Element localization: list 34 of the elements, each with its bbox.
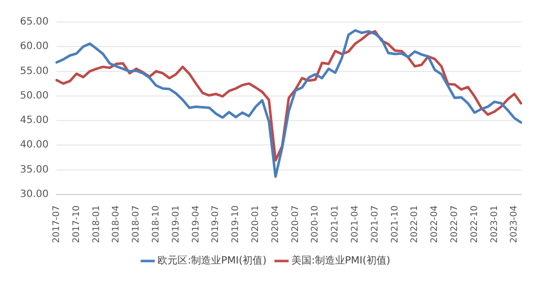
y-tick-label: 50.00 (20, 90, 49, 102)
x-tick-label: 2019-10 (231, 205, 242, 244)
x-tick-label: 2021-10 (390, 205, 400, 244)
x-tick-label: 2020-01 (250, 205, 261, 244)
x-tick-label: 2020-07 (290, 205, 301, 244)
x-tick-label: 2019-01 (171, 205, 182, 244)
y-tick-label: 45.00 (20, 115, 49, 126)
x-tick-label: 2018-04 (112, 205, 122, 244)
x-tick-label: 2021-01 (330, 205, 341, 244)
x-tick-label: 2018-07 (132, 205, 142, 244)
y-tick-label: 35.00 (20, 164, 49, 176)
y-tick-label: 30.00 (20, 188, 49, 200)
x-tick-label: 2020-04 (270, 205, 281, 244)
y-tick-label: 65.00 (20, 16, 49, 28)
x-tick-label: 2023-04 (510, 205, 520, 244)
y-tick-label: 55.00 (20, 66, 49, 77)
y-tick-label: 40.00 (20, 140, 49, 151)
x-tick-label: 2018-10 (151, 205, 162, 244)
x-tick-label: 2019-07 (211, 205, 222, 244)
x-tick-label: 2021-04 (350, 205, 360, 244)
x-tick-label: 2022-07 (450, 205, 460, 244)
x-tick-label: 2017-07 (52, 205, 62, 244)
x-tick-label: 2023-01 (490, 205, 500, 244)
x-tick-label: 2021-07 (370, 205, 380, 244)
x-tick-label: 2020-10 (310, 205, 321, 244)
x-tick-label: 2022-10 (470, 205, 480, 244)
legend-label: 欧元区:制造业PMI(初值) (158, 254, 267, 267)
legend-label: 美国:制造业PMI(初值) (292, 254, 390, 267)
x-tick-label: 2018-01 (92, 205, 102, 244)
x-tick-label: 2022-01 (410, 205, 420, 244)
x-tick-label: 2019-04 (191, 205, 202, 244)
x-tick-label: 2022-04 (430, 205, 440, 244)
x-tick-label: 2017-10 (72, 205, 82, 244)
y-tick-label: 60.00 (20, 41, 49, 52)
